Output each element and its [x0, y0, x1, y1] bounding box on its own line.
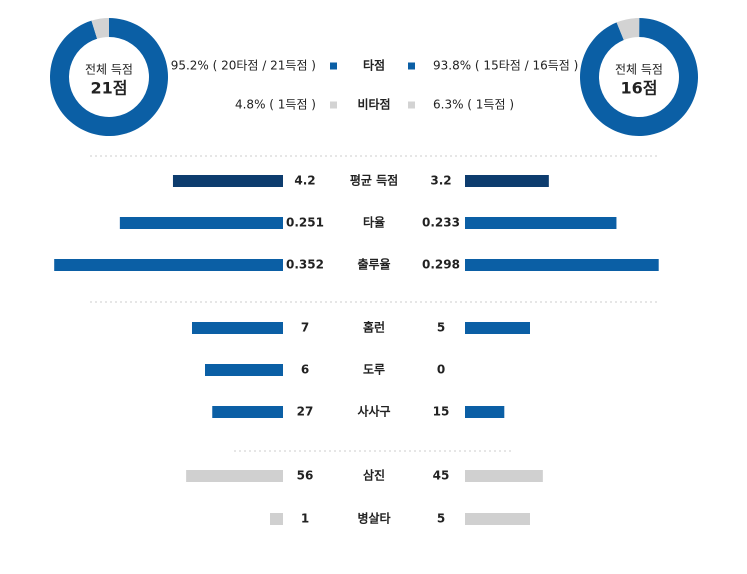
- value-right: 0.298: [422, 258, 460, 272]
- value-left: 0.251: [286, 216, 324, 230]
- donut-total: 21점: [91, 79, 128, 98]
- bar-left: [270, 513, 283, 525]
- donut-total: 16점: [621, 79, 658, 98]
- legend-right: 93.8% ( 15타점 / 16득점 ): [433, 59, 578, 73]
- donut-caption: 전체 득점: [615, 63, 663, 77]
- stat-label: 타율: [363, 215, 385, 230]
- bar-right: [465, 406, 505, 418]
- value-left: 7: [301, 321, 309, 335]
- bar-left: [186, 470, 283, 482]
- value-right: 5: [437, 512, 445, 526]
- donut-segment: [580, 18, 699, 136]
- value-left: 4.2: [294, 174, 315, 188]
- value-right: 15: [433, 405, 450, 419]
- value-right: 3.2: [430, 174, 451, 188]
- legend-swatch: [330, 101, 337, 109]
- bar-left: [192, 322, 283, 334]
- stat-label: 홈런: [363, 320, 385, 335]
- value-right: 0: [437, 363, 445, 377]
- legend-left: 95.2% ( 20타점 / 21득점 ): [171, 59, 316, 73]
- stat-label: 출루율: [357, 257, 390, 272]
- bar-right: [465, 322, 530, 334]
- bar-left: [205, 364, 283, 376]
- stat-label: 삼진: [363, 468, 385, 483]
- bar-right: [465, 513, 530, 525]
- legend-swatch: [408, 101, 415, 109]
- value-left: 6: [301, 363, 309, 377]
- bar-left: [172, 175, 283, 187]
- value-right: 0.233: [422, 216, 460, 230]
- stat-label: 평균 득점: [350, 173, 398, 188]
- value-left: 0.352: [286, 258, 324, 272]
- legend-right: 6.3% ( 1득점 ): [433, 98, 514, 112]
- bar-left: [212, 406, 283, 418]
- value-right: 5: [437, 321, 445, 335]
- bar-right: [465, 175, 549, 187]
- value-left: 27: [297, 405, 314, 419]
- legend-label: 비타점: [357, 97, 390, 112]
- bar-right: [465, 259, 659, 271]
- bar-right: [465, 217, 617, 229]
- donut-segment: [50, 18, 169, 136]
- legend-label: 타점: [363, 58, 385, 73]
- donut-segment: [91, 18, 109, 39]
- bar-right: [465, 470, 543, 482]
- value-left: 1: [301, 512, 309, 526]
- stat-label: 사사구: [357, 404, 390, 419]
- stat-label: 도루: [363, 363, 385, 377]
- legend-swatch: [330, 62, 337, 70]
- value-right: 45: [433, 469, 450, 483]
- value-left: 56: [297, 469, 314, 483]
- legend-left: 4.8% ( 1득점 ): [235, 98, 316, 112]
- bar-left: [54, 259, 284, 271]
- donut-segment: [616, 18, 640, 40]
- bar-left: [119, 217, 283, 229]
- legend-swatch: [408, 62, 415, 70]
- stat-label: 병살타: [357, 511, 390, 526]
- donut-caption: 전체 득점: [85, 63, 133, 77]
